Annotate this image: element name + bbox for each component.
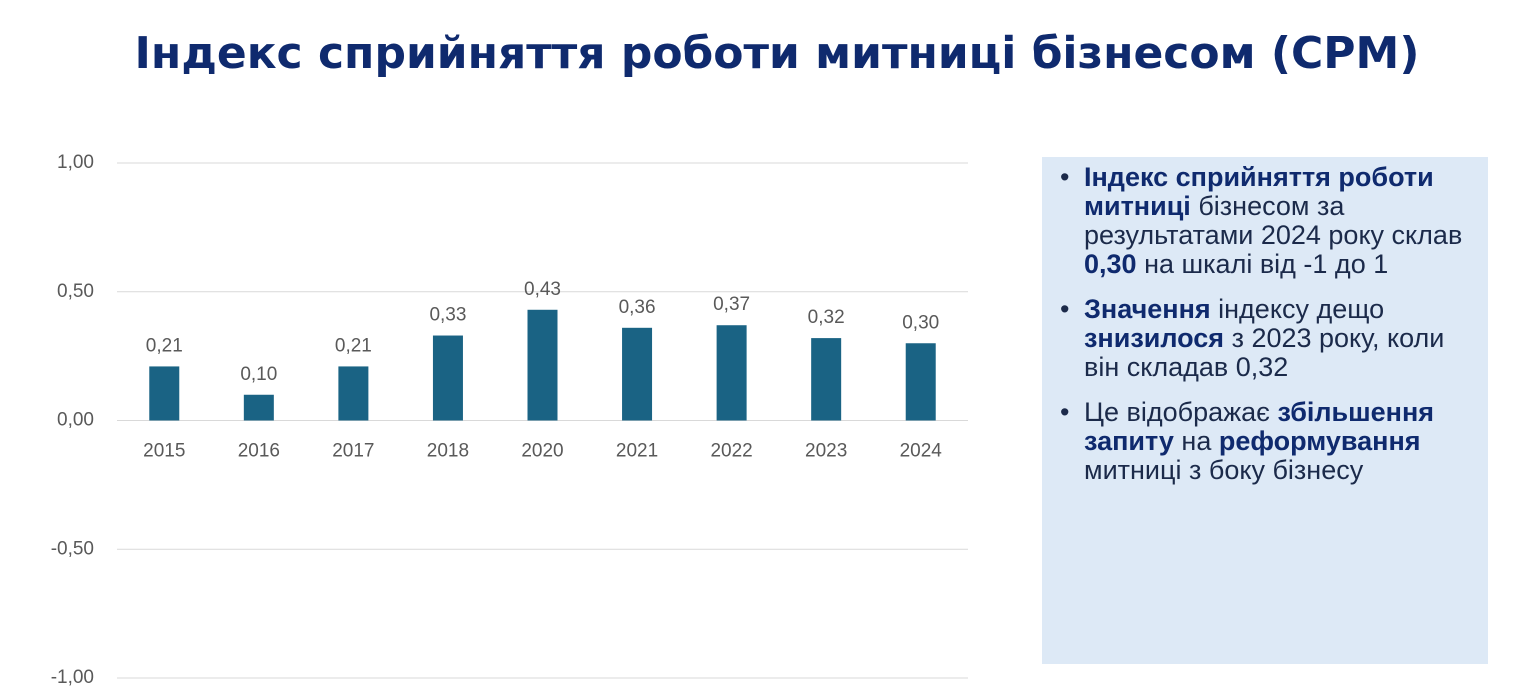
text: митниці з боку бізнесу xyxy=(1084,455,1364,485)
text: індексу дещо xyxy=(1210,294,1385,324)
x-tick-label: 2022 xyxy=(710,441,752,462)
bar xyxy=(905,343,936,421)
data-label: 0,32 xyxy=(808,307,845,328)
bold-text: реформування xyxy=(1218,426,1421,456)
x-tick-label: 2018 xyxy=(427,441,469,462)
data-label: 0,33 xyxy=(429,305,466,326)
y-tick-label: -0,50 xyxy=(51,538,94,559)
bold-text: Значення xyxy=(1084,294,1211,324)
bold-text: знизилося xyxy=(1084,323,1225,353)
bold-text: 0,30 xyxy=(1084,249,1137,279)
data-label: 0,37 xyxy=(713,294,750,315)
y-tick-label: 0,00 xyxy=(57,410,94,431)
text: бізнесом за результатами 2024 року склав xyxy=(1084,191,1463,250)
data-label: 0,21 xyxy=(146,335,183,356)
data-label: 0,36 xyxy=(619,297,656,318)
bar xyxy=(338,366,369,421)
text: на шкалі від -1 до 1 xyxy=(1136,249,1389,279)
x-tick-label: 2017 xyxy=(332,441,374,462)
text: на xyxy=(1173,426,1219,456)
y-tick-label: 1,00 xyxy=(57,152,94,173)
bullet-list: Індекс сприйняття роботи митниці бізнесо… xyxy=(1060,163,1474,485)
bar xyxy=(527,309,558,421)
x-tick-label: 2023 xyxy=(805,441,847,462)
bar xyxy=(811,338,842,421)
bar xyxy=(243,394,274,421)
x-tick-label: 2021 xyxy=(616,441,658,462)
bar xyxy=(149,366,180,421)
bold-text: збільшення запиту xyxy=(1084,397,1435,456)
text: Це відображає xyxy=(1084,397,1278,427)
chart-title: Індекс сприйняття роботи митниці бізнесо… xyxy=(134,28,1420,79)
x-tick-label: 2020 xyxy=(521,441,563,462)
chart: 1,00 0,50 0,00 -0,50 -1,00 2015 0,21 2016 0,10 20… xyxy=(51,152,968,688)
bar xyxy=(716,325,747,421)
bold-text: Індекс сприйняття роботи митниці xyxy=(1084,162,1434,221)
data-label: 0,10 xyxy=(240,364,277,385)
x-tick-label: 2015 xyxy=(143,441,185,462)
x-tick-label: 2016 xyxy=(238,441,280,462)
data-label: 0,21 xyxy=(335,335,372,356)
x-tick-label: 2024 xyxy=(900,441,943,462)
data-label: 0,30 xyxy=(902,312,939,333)
data-label: 0,43 xyxy=(524,279,561,300)
summary-panel: Індекс сприйняття роботи митниці бізнесо… xyxy=(1042,157,1488,664)
bullet: Значення індексу дещо знизилося з 2023 р… xyxy=(1060,294,1474,382)
y-tick-label: 0,50 xyxy=(57,281,94,302)
bullet: Індекс сприйняття роботи митниці бізнесо… xyxy=(1060,162,1474,279)
bar xyxy=(432,335,463,421)
text: з 2023 року, коли він складав 0,32 xyxy=(1084,323,1445,382)
bullet: Це відображає збільшення запиту на рефор… xyxy=(1060,397,1474,485)
y-tick-label: -1,00 xyxy=(51,667,94,688)
bar xyxy=(622,327,653,421)
